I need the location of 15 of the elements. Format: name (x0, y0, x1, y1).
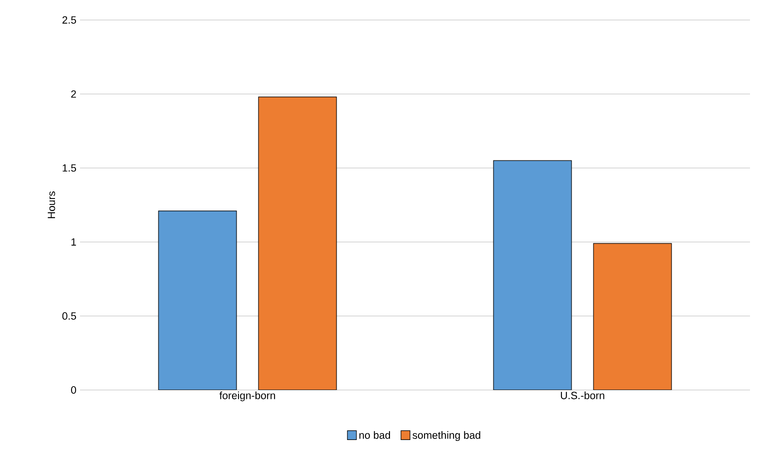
bar (493, 160, 572, 390)
y-tick-label: 1 (71, 238, 76, 246)
bar (593, 243, 672, 390)
y-tick-label: 2.5 (62, 16, 76, 24)
legend-label: something bad (412, 431, 480, 441)
y-tick-label: 2 (71, 90, 76, 98)
x-tick-label: U.S.-born (560, 392, 604, 400)
legend-label: no bad (359, 431, 390, 439)
bar (158, 210, 237, 390)
y-tick-label: 0.5 (62, 312, 76, 320)
x-tick-label: foreign-born (219, 392, 276, 402)
bar (258, 96, 337, 390)
y-axis-title: Hours (48, 191, 56, 218)
y-tick-label: 0 (71, 386, 76, 394)
y-tick-label: 1.5 (62, 164, 76, 172)
